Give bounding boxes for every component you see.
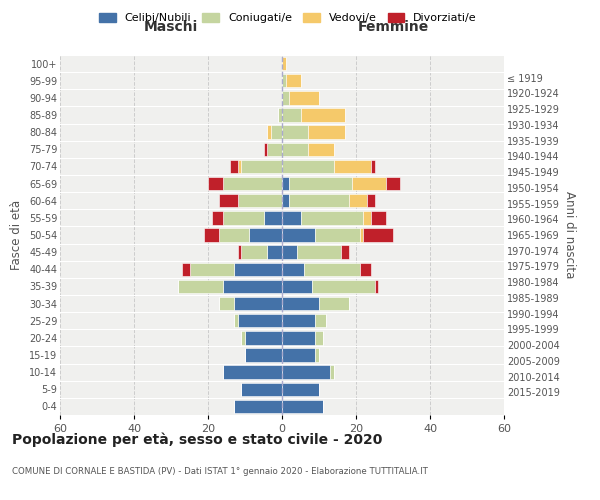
Bar bbox=[352, 177, 386, 190]
Bar bbox=[360, 228, 364, 241]
Y-axis label: Fasce di età: Fasce di età bbox=[10, 200, 23, 270]
Text: COMUNE DI CORNALE E BASTIDA (PV) - Dati ISTAT 1° gennaio 2020 - Elaborazione TUT: COMUNE DI CORNALE E BASTIDA (PV) - Dati … bbox=[12, 468, 428, 476]
Bar bbox=[245, 348, 282, 362]
Bar bbox=[223, 177, 282, 190]
Bar bbox=[230, 160, 238, 173]
Bar bbox=[367, 194, 374, 207]
Bar bbox=[334, 160, 371, 173]
Bar bbox=[364, 211, 371, 224]
Bar bbox=[238, 160, 241, 173]
Bar bbox=[316, 228, 360, 241]
Bar bbox=[178, 280, 223, 293]
Bar bbox=[282, 262, 304, 276]
Bar bbox=[282, 331, 316, 344]
Bar bbox=[241, 160, 282, 173]
Bar bbox=[282, 142, 308, 156]
Bar bbox=[182, 262, 190, 276]
Bar bbox=[234, 400, 282, 413]
Bar bbox=[212, 211, 223, 224]
Bar bbox=[282, 280, 311, 293]
Bar bbox=[223, 366, 282, 379]
Bar bbox=[316, 348, 319, 362]
Bar bbox=[282, 160, 334, 173]
Bar bbox=[282, 194, 289, 207]
Bar bbox=[282, 228, 316, 241]
Text: Femmine: Femmine bbox=[358, 20, 428, 34]
Bar bbox=[238, 246, 241, 259]
Bar bbox=[301, 108, 345, 122]
Bar bbox=[234, 297, 282, 310]
Bar bbox=[297, 246, 341, 259]
Bar bbox=[349, 194, 367, 207]
Bar bbox=[282, 57, 286, 70]
Bar bbox=[282, 400, 323, 413]
Bar bbox=[271, 126, 282, 139]
Text: Maschi: Maschi bbox=[144, 20, 198, 34]
Bar bbox=[282, 246, 297, 259]
Text: Popolazione per età, sesso e stato civile - 2020: Popolazione per età, sesso e stato civil… bbox=[12, 432, 382, 447]
Bar bbox=[241, 331, 245, 344]
Bar bbox=[263, 211, 282, 224]
Bar bbox=[316, 331, 323, 344]
Bar bbox=[282, 314, 316, 328]
Bar bbox=[364, 228, 393, 241]
Bar bbox=[371, 160, 374, 173]
Legend: Celibi/Nubili, Coniugati/e, Vedovi/e, Divorziati/e: Celibi/Nubili, Coniugati/e, Vedovi/e, Di… bbox=[95, 8, 481, 28]
Bar bbox=[238, 194, 282, 207]
Bar bbox=[241, 246, 267, 259]
Bar bbox=[219, 228, 249, 241]
Bar bbox=[311, 280, 374, 293]
Bar bbox=[286, 74, 301, 88]
Bar bbox=[267, 142, 282, 156]
Bar bbox=[301, 211, 364, 224]
Bar bbox=[386, 177, 400, 190]
Bar bbox=[282, 297, 319, 310]
Bar bbox=[282, 211, 301, 224]
Bar bbox=[219, 194, 238, 207]
Bar bbox=[282, 382, 319, 396]
Bar bbox=[282, 348, 316, 362]
Bar bbox=[282, 126, 308, 139]
Bar bbox=[282, 91, 289, 104]
Bar bbox=[263, 142, 267, 156]
Bar bbox=[319, 297, 349, 310]
Bar bbox=[204, 228, 219, 241]
Bar bbox=[341, 246, 349, 259]
Bar bbox=[308, 126, 345, 139]
Bar bbox=[208, 177, 223, 190]
Bar bbox=[360, 262, 371, 276]
Bar bbox=[374, 280, 378, 293]
Bar bbox=[234, 314, 238, 328]
Bar bbox=[308, 142, 334, 156]
Bar bbox=[316, 314, 326, 328]
Bar bbox=[223, 280, 282, 293]
Bar bbox=[289, 177, 352, 190]
Bar bbox=[267, 246, 282, 259]
Bar bbox=[330, 366, 334, 379]
Bar bbox=[223, 211, 263, 224]
Bar bbox=[249, 228, 282, 241]
Bar bbox=[245, 331, 282, 344]
Bar bbox=[282, 366, 330, 379]
Bar bbox=[238, 314, 282, 328]
Bar bbox=[282, 177, 289, 190]
Bar bbox=[289, 194, 349, 207]
Bar bbox=[190, 262, 234, 276]
Y-axis label: Anni di nascita: Anni di nascita bbox=[563, 192, 577, 278]
Bar bbox=[289, 91, 319, 104]
Bar bbox=[241, 382, 282, 396]
Bar bbox=[278, 108, 282, 122]
Bar bbox=[371, 211, 386, 224]
Bar bbox=[267, 126, 271, 139]
Bar bbox=[282, 74, 286, 88]
Bar bbox=[234, 262, 282, 276]
Bar bbox=[304, 262, 360, 276]
Bar bbox=[219, 297, 234, 310]
Bar bbox=[282, 108, 301, 122]
